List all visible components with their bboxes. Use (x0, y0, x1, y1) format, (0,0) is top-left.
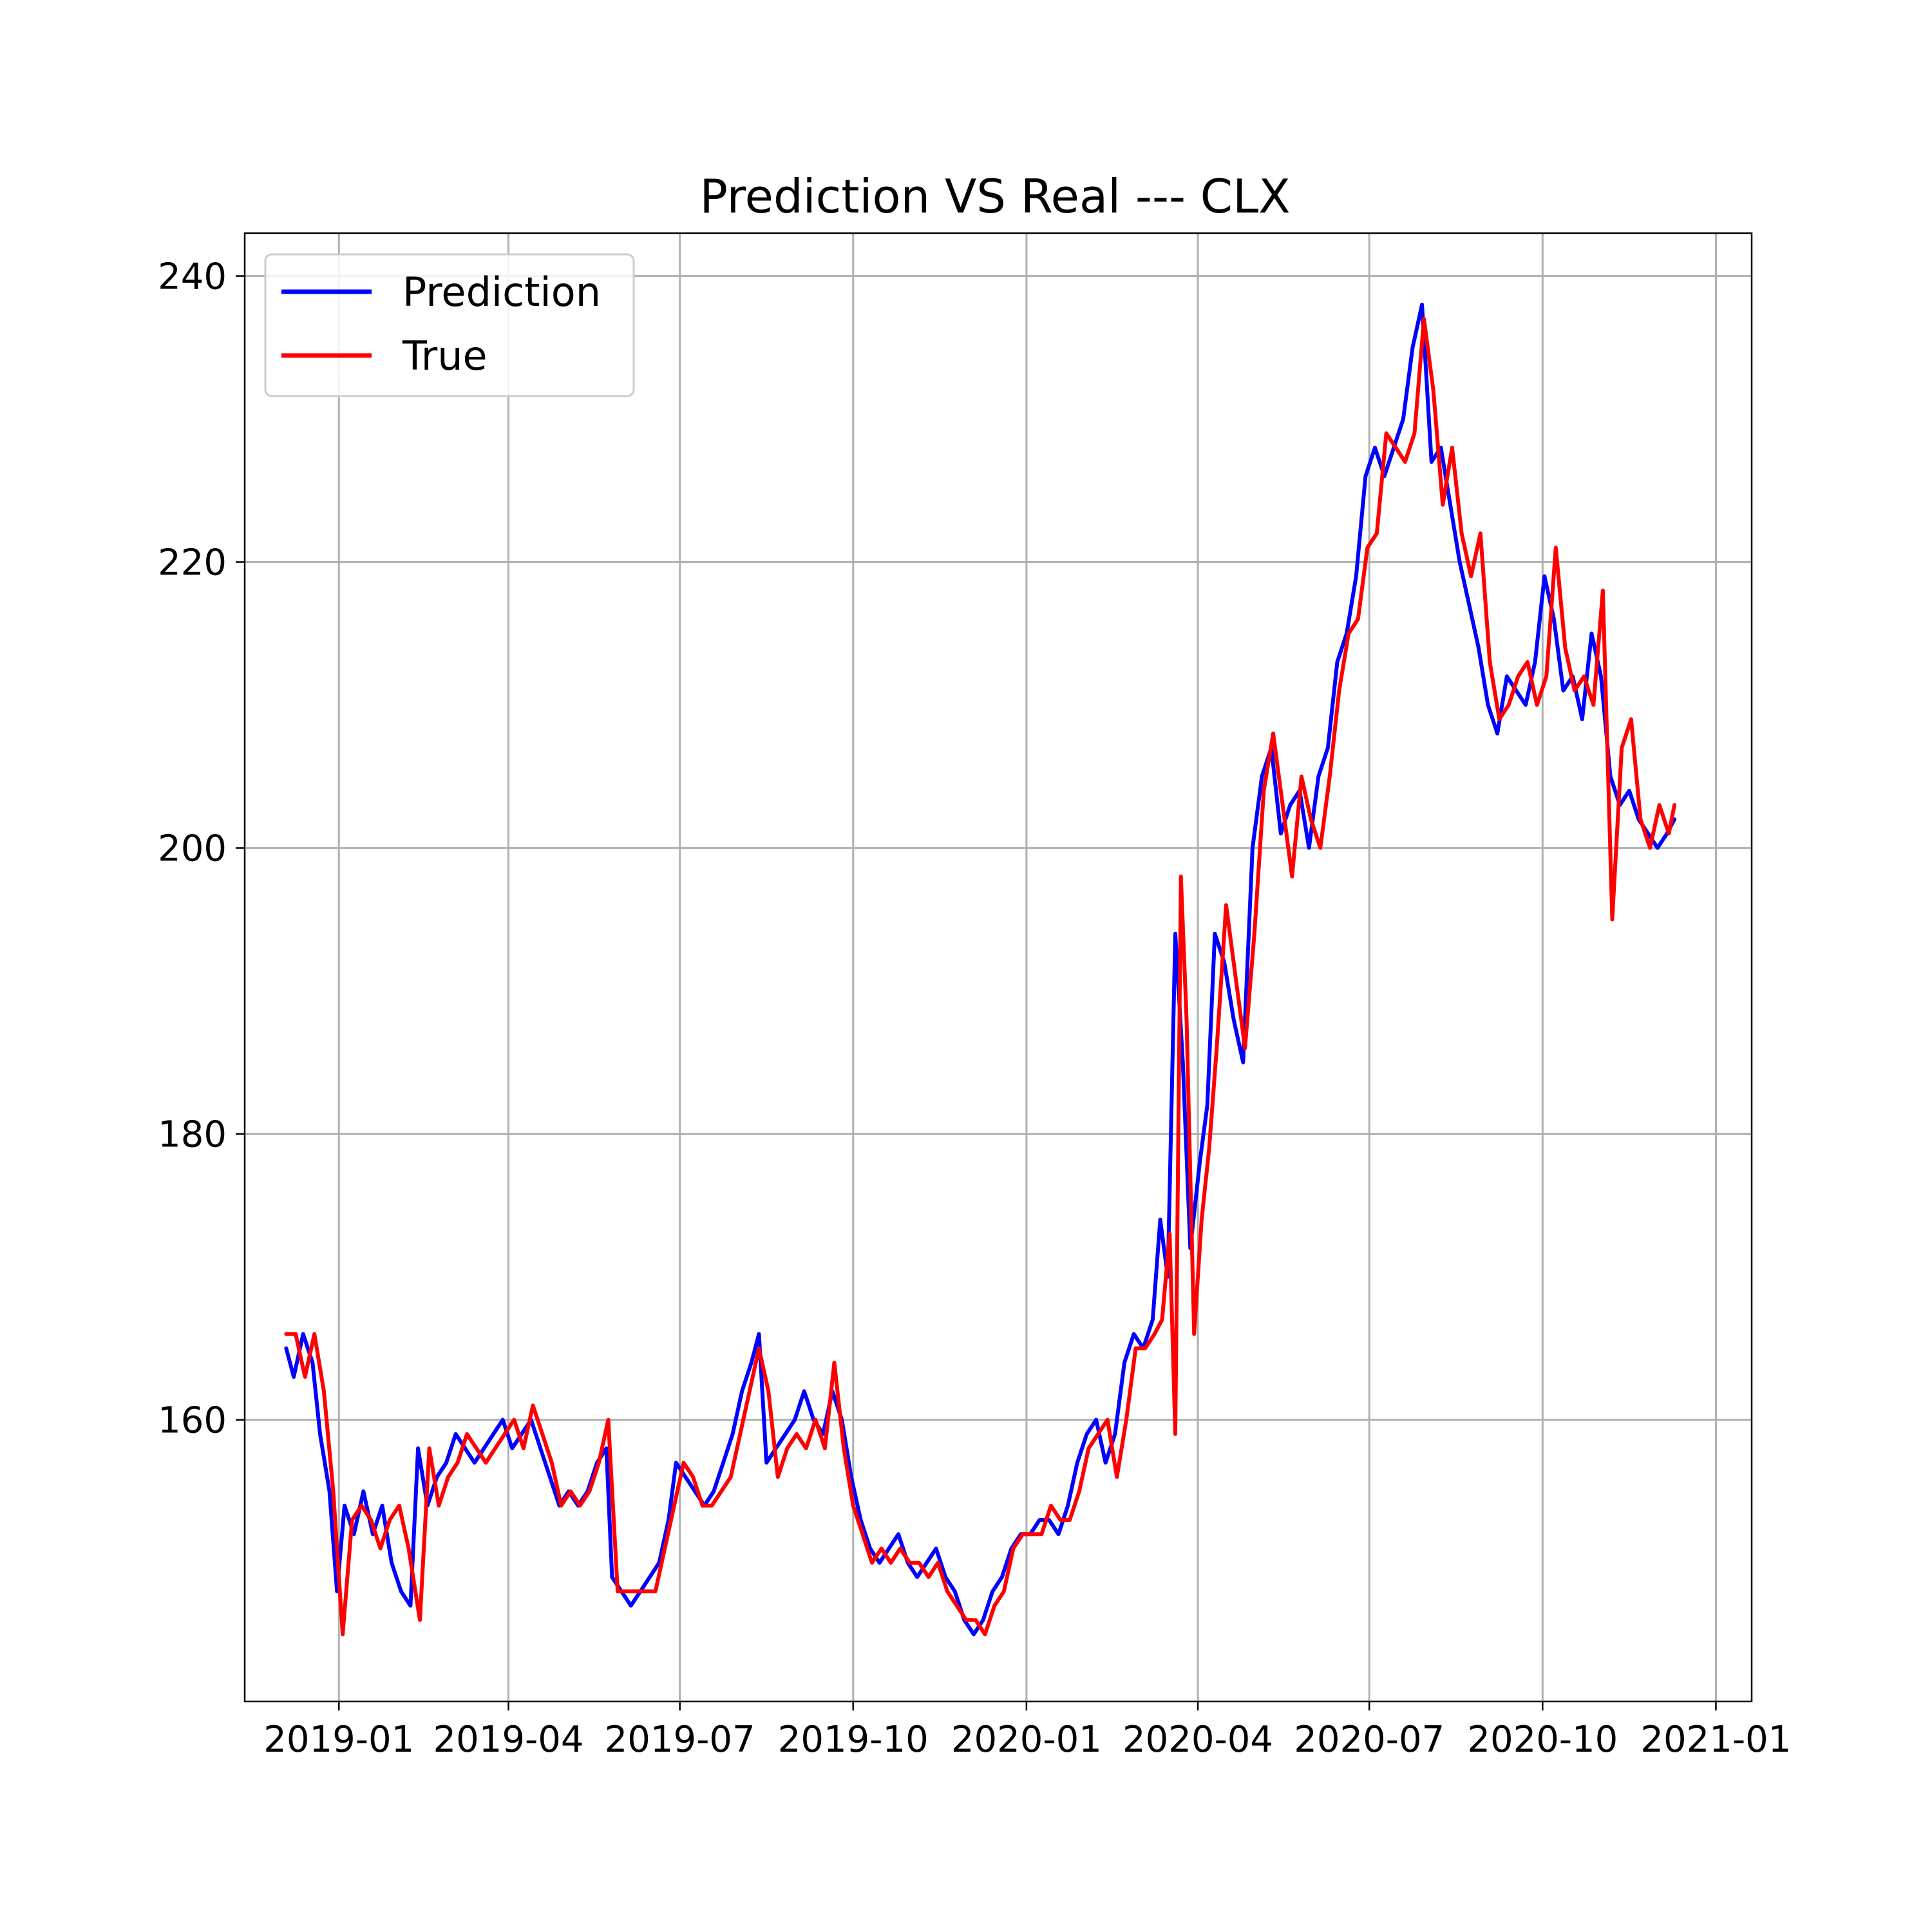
x-axis: 2019-01 2019-04 2019-07 2019-10 2020-01 2020-… (263, 1701, 1791, 1761)
x-tick-label: 2020-04 (1122, 1719, 1273, 1761)
x-tick-label: 2021-01 (1640, 1719, 1791, 1761)
legend: Prediction True (264, 253, 635, 397)
x-tick-label: 2020-10 (1467, 1719, 1618, 1761)
series-layer (284, 303, 1677, 1636)
legend-label-prediction: Prediction (402, 269, 601, 316)
y-tick-label: 180 (158, 1114, 227, 1156)
plot-frame (243, 232, 1753, 1703)
y-tick-label: 160 (158, 1400, 227, 1442)
series-line-true (284, 317, 1677, 1636)
x-tick-label: 2019-07 (605, 1719, 755, 1761)
y-axis: 160 180 200 220 240 (158, 256, 245, 1442)
x-tick-label: 2019-01 (263, 1719, 414, 1761)
x-grid (337, 233, 1717, 1701)
plot-area (245, 233, 1752, 1701)
x-tick-label: 2020-07 (1294, 1719, 1444, 1761)
y-tick-label: 240 (158, 256, 227, 298)
legend-label-true: True (402, 332, 488, 379)
x-tick-label: 2020-01 (951, 1719, 1102, 1761)
x-tick-label: 2019-04 (433, 1719, 584, 1761)
chart-title: Prediction VS Real --- CLX (699, 169, 1290, 223)
x-tick-label: 2019-10 (778, 1719, 929, 1761)
y-tick-label: 220 (158, 542, 227, 584)
y-tick-label: 200 (158, 828, 227, 870)
